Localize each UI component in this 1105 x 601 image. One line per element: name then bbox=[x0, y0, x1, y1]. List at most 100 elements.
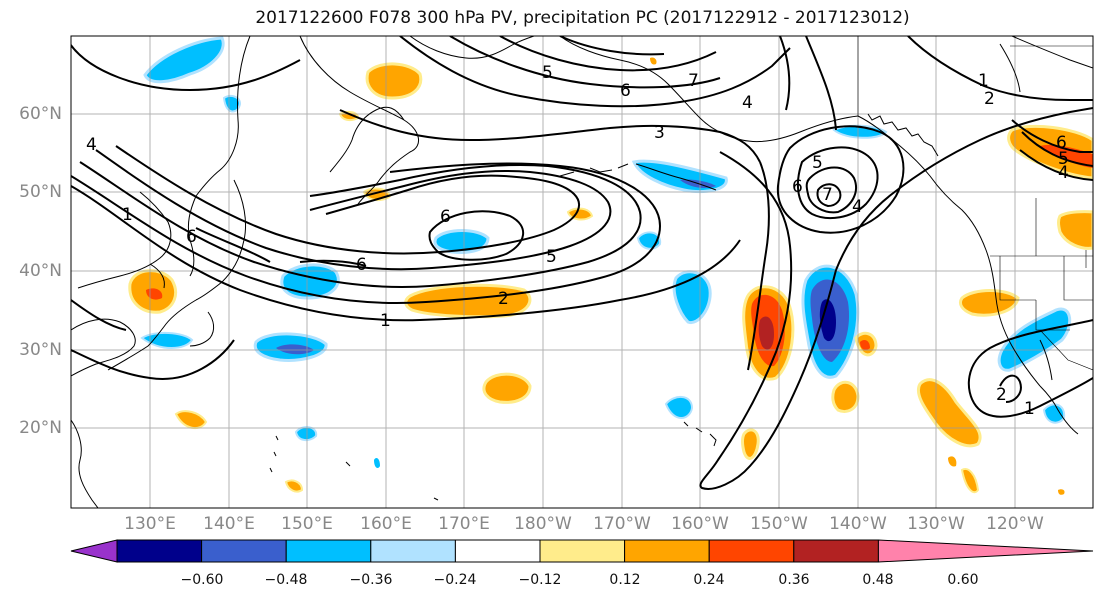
contour-line bbox=[779, 36, 791, 111]
negative-anomaly-area bbox=[672, 270, 712, 324]
colorbar-tick-label: 0.12 bbox=[609, 572, 641, 588]
lon-label: 160°W bbox=[671, 514, 729, 534]
contour-label-group: 1 2 5 6 6 3 4 6 5 7 5 6 7 4 1 2 6 5 4 4 … bbox=[86, 63, 1069, 419]
contour-line bbox=[71, 185, 741, 322]
contour-label: 3 bbox=[654, 123, 665, 143]
colorbar-tick-label: 0.60 bbox=[947, 572, 979, 588]
contour-line bbox=[559, 36, 665, 56]
contour-line bbox=[71, 43, 301, 92]
contour-label: 5 bbox=[812, 153, 823, 173]
contour-line bbox=[299, 259, 367, 267]
contour-line bbox=[115, 145, 580, 255]
positive-anomaly-area bbox=[284, 479, 304, 493]
contour-label: 2 bbox=[984, 89, 995, 109]
contour-line bbox=[195, 227, 271, 263]
colorbar-extend-min bbox=[70, 539, 118, 563]
contour-label: 4 bbox=[852, 197, 863, 217]
colorbar-bin bbox=[285, 539, 372, 563]
contour-label: 5 bbox=[542, 63, 553, 83]
lon-label: 180°W bbox=[514, 514, 572, 534]
positive-anomaly-core bbox=[860, 340, 870, 350]
contour-line bbox=[967, 319, 1093, 418]
lat-label-40n: 40°N bbox=[19, 261, 62, 281]
positive-anomaly-area bbox=[960, 468, 980, 494]
contour-line bbox=[999, 374, 1022, 403]
contour-line bbox=[699, 151, 837, 490]
chart-title: 2017122600 F078 300 hPa PV, precipitatio… bbox=[255, 8, 910, 28]
contour-line bbox=[1011, 119, 1093, 153]
contour-line bbox=[339, 109, 761, 163]
contour-line bbox=[399, 36, 791, 108]
colorbar-bin bbox=[454, 539, 541, 563]
borders bbox=[857, 36, 1093, 371]
positive-anomaly-area bbox=[1057, 210, 1093, 250]
colorbar-tick-label: −0.48 bbox=[264, 572, 308, 588]
colorbar-tick-label: 0.24 bbox=[693, 572, 725, 588]
contour-label: 4 bbox=[742, 93, 753, 113]
colorbar-tick-label: −0.24 bbox=[433, 572, 477, 588]
contour-line bbox=[747, 161, 770, 371]
positive-anomaly-area bbox=[917, 378, 982, 448]
lon-label: 170°W bbox=[593, 514, 651, 534]
positive-anomaly-area bbox=[404, 283, 532, 319]
contour-label: 2 bbox=[996, 385, 1007, 405]
contour-line bbox=[805, 36, 837, 131]
lon-label: 160°E bbox=[360, 514, 412, 534]
contour-label: 1 bbox=[1024, 399, 1035, 419]
contour-label: 6 bbox=[1056, 133, 1067, 153]
positive-anomaly-area bbox=[948, 456, 957, 467]
colorbar-tick-label: 0.36 bbox=[778, 572, 810, 588]
contour-label: 7 bbox=[822, 185, 833, 205]
positive-anomaly-area bbox=[741, 428, 760, 460]
contour-label: 6 bbox=[186, 227, 197, 247]
colorbar-bin bbox=[624, 539, 710, 563]
lon-label: 150°E bbox=[281, 514, 333, 534]
precipitation-shading bbox=[128, 36, 1093, 495]
contour-line bbox=[428, 210, 524, 261]
contour-label: 1 bbox=[380, 311, 391, 331]
colorbar-bin bbox=[539, 539, 626, 563]
contour-line bbox=[1019, 149, 1093, 181]
positive-anomaly-area bbox=[650, 57, 657, 65]
colorbar bbox=[70, 539, 1094, 563]
negative-anomaly-core bbox=[276, 344, 314, 355]
lat-label-60n: 60°N bbox=[19, 104, 62, 124]
lon-label: 170°E bbox=[438, 514, 490, 534]
positive-anomaly-area bbox=[958, 289, 1020, 317]
colorbar-tick-label: −0.12 bbox=[518, 572, 562, 588]
islands bbox=[269, 163, 717, 501]
positive-anomaly-core bbox=[1040, 144, 1093, 168]
contour-label: 5 bbox=[1058, 149, 1069, 169]
positive-anomaly-area bbox=[831, 380, 860, 413]
contour-label: 6 bbox=[620, 81, 631, 101]
contour-label: 7 bbox=[688, 71, 699, 91]
negative-anomaly-area bbox=[1042, 403, 1066, 424]
negative-anomaly-area bbox=[664, 396, 694, 419]
contour-label: 1 bbox=[122, 205, 133, 225]
colorbar-bin bbox=[793, 539, 879, 563]
contour-label: 6 bbox=[792, 177, 803, 197]
contour-line bbox=[499, 36, 717, 72]
negative-anomaly-core bbox=[819, 299, 836, 342]
lon-label: 140°E bbox=[203, 514, 255, 534]
contour-label: 4 bbox=[1058, 163, 1069, 183]
contour-line bbox=[71, 162, 662, 304]
lat-label-20n: 20°N bbox=[19, 418, 62, 438]
contour-label: 6 bbox=[356, 255, 367, 275]
contour-label: 1 bbox=[978, 71, 989, 91]
positive-anomaly-area bbox=[365, 62, 423, 100]
coastlines bbox=[71, 36, 1093, 508]
colorbar-tick-label: −0.36 bbox=[349, 572, 393, 588]
contour-line bbox=[449, 36, 721, 89]
positive-anomaly-area bbox=[482, 372, 532, 404]
contour-line bbox=[805, 166, 857, 214]
contour-label: 6 bbox=[440, 207, 451, 227]
lat-label-50n: 50°N bbox=[19, 182, 62, 202]
colorbar-bin bbox=[370, 539, 456, 563]
graticule bbox=[71, 36, 1093, 508]
contour-line bbox=[71, 299, 127, 331]
colorbar-bin bbox=[116, 539, 203, 563]
negative-anomaly-area bbox=[140, 332, 194, 349]
positive-anomaly-area bbox=[174, 410, 208, 430]
negative-anomaly-area bbox=[222, 95, 242, 113]
